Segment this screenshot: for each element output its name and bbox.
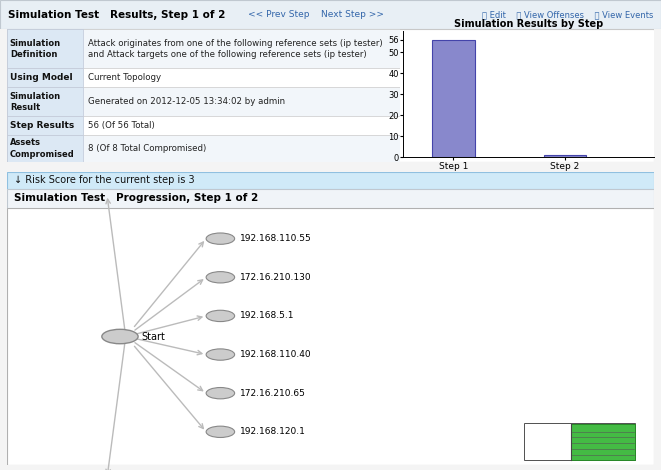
Text: 192.168.120.1: 192.168.120.1 xyxy=(240,427,305,436)
Text: Simulation
Definition: Simulation Definition xyxy=(10,39,61,59)
Bar xyxy=(7,29,83,68)
Bar xyxy=(7,135,400,162)
FancyBboxPatch shape xyxy=(434,40,440,157)
Bar xyxy=(7,135,83,162)
Bar xyxy=(525,424,571,460)
Bar xyxy=(7,68,400,87)
Text: ↓ Risk Score for the current step is 3: ↓ Risk Score for the current step is 3 xyxy=(15,175,195,185)
Text: Assets
Compromised: Assets Compromised xyxy=(10,139,75,158)
Title: Simulation Results by Step: Simulation Results by Step xyxy=(454,19,603,29)
Text: 8 (Of 8 Total Compromised): 8 (Of 8 Total Compromised) xyxy=(88,144,206,153)
Text: 192.168.5.1: 192.168.5.1 xyxy=(240,312,294,321)
Text: Using Model: Using Model xyxy=(10,73,73,82)
Text: Current Topology: Current Topology xyxy=(88,73,161,82)
Text: Generated on 2012-12-05 13:34:02 by admin: Generated on 2012-12-05 13:34:02 by admi… xyxy=(88,97,285,106)
Text: ⎘ Edit    ⎘ View Offenses    ⎘ View Events: ⎘ Edit ⎘ View Offenses ⎘ View Events xyxy=(482,10,653,19)
FancyBboxPatch shape xyxy=(543,157,592,158)
Text: 56 (Of 56 Total): 56 (Of 56 Total) xyxy=(88,121,155,130)
Bar xyxy=(7,87,400,116)
Text: Start: Start xyxy=(141,331,165,342)
Text: << Prev Step    Next Step >>: << Prev Step Next Step >> xyxy=(248,10,384,19)
Circle shape xyxy=(206,233,235,244)
Bar xyxy=(7,68,83,87)
Circle shape xyxy=(206,272,235,283)
Bar xyxy=(571,424,635,460)
Text: Simulation
Result: Simulation Result xyxy=(10,92,61,112)
Bar xyxy=(7,116,83,135)
Circle shape xyxy=(206,388,235,399)
Text: Simulation Test   Progression, Step 1 of 2: Simulation Test Progression, Step 1 of 2 xyxy=(15,193,258,204)
Circle shape xyxy=(206,310,235,321)
Bar xyxy=(432,40,475,157)
Text: Simulation Test   Results, Step 1 of 2: Simulation Test Results, Step 1 of 2 xyxy=(8,9,225,20)
Text: 172.16.210.65: 172.16.210.65 xyxy=(240,389,305,398)
Bar xyxy=(7,87,83,116)
Text: 192.168.110.40: 192.168.110.40 xyxy=(240,350,311,359)
Text: 192.168.110.55: 192.168.110.55 xyxy=(240,234,311,243)
FancyBboxPatch shape xyxy=(546,156,551,157)
FancyBboxPatch shape xyxy=(431,157,481,158)
Bar xyxy=(7,116,400,135)
Text: Step Results: Step Results xyxy=(10,121,74,130)
Circle shape xyxy=(206,426,235,438)
Circle shape xyxy=(102,329,138,344)
Bar xyxy=(525,424,635,460)
Bar xyxy=(544,156,586,157)
Text: Attack originates from one of the following reference sets (ip tester)
and Attac: Attack originates from one of the follow… xyxy=(88,39,383,59)
Text: 172.16.210.130: 172.16.210.130 xyxy=(240,273,311,282)
Circle shape xyxy=(206,349,235,360)
Bar xyxy=(7,29,400,68)
